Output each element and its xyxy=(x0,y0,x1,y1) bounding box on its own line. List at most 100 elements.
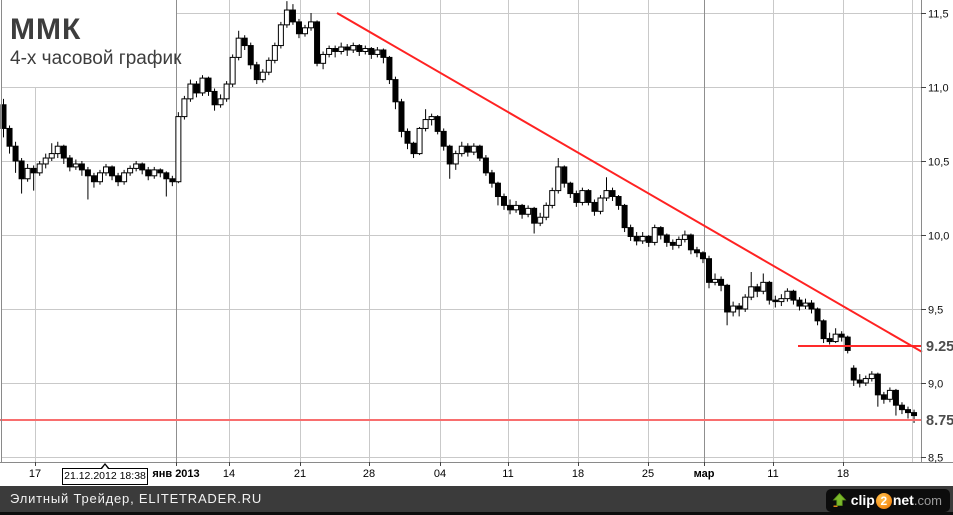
x-axis-label: 28 xyxy=(363,468,375,480)
candle xyxy=(452,150,459,170)
candle-body xyxy=(844,336,851,351)
candle xyxy=(398,98,405,138)
candle xyxy=(271,42,278,64)
candle-body xyxy=(555,166,562,192)
candle xyxy=(36,161,43,176)
candle-body xyxy=(115,175,122,183)
candle xyxy=(145,166,152,181)
candle xyxy=(597,195,604,215)
candle xyxy=(651,224,658,246)
price-level-label: 9.25 xyxy=(926,339,953,355)
candle xyxy=(609,187,616,201)
candle xyxy=(96,169,103,185)
candle-body xyxy=(440,130,447,147)
candle xyxy=(525,205,532,218)
candle-body xyxy=(259,71,266,81)
candle-body xyxy=(199,77,206,94)
candle-body xyxy=(48,153,55,159)
y-axis-label: 10,5 xyxy=(928,157,949,169)
candle xyxy=(844,335,851,354)
candle-body xyxy=(422,119,429,129)
candle-body xyxy=(18,160,25,180)
candle-body xyxy=(911,412,918,417)
candle-body xyxy=(374,49,381,55)
badge-text-clip: clip xyxy=(850,492,875,508)
candle xyxy=(404,128,411,150)
candle-body xyxy=(748,286,755,298)
candle xyxy=(850,365,857,386)
candle xyxy=(151,166,158,179)
candle xyxy=(748,272,755,301)
candle xyxy=(494,181,501,206)
candle xyxy=(856,374,863,388)
candle xyxy=(121,169,128,185)
candle-body xyxy=(302,27,308,35)
candle xyxy=(778,294,785,307)
y-axis-label: 9,0 xyxy=(928,379,943,391)
candle-body xyxy=(687,234,694,251)
candle-body xyxy=(645,235,652,243)
candle-body xyxy=(699,252,706,260)
candle xyxy=(543,202,550,221)
candle xyxy=(374,47,381,58)
candle xyxy=(193,81,200,98)
candle xyxy=(199,75,206,96)
candle-body xyxy=(796,299,803,307)
candle-body xyxy=(802,302,809,307)
candle xyxy=(380,48,387,64)
candle-body xyxy=(760,281,767,292)
candle-body xyxy=(295,21,302,35)
candle-body xyxy=(229,56,236,85)
candle-body xyxy=(36,163,43,174)
candle xyxy=(277,21,284,49)
candle xyxy=(60,144,67,164)
candle xyxy=(832,328,839,344)
cursor-date-label: 21.12.2012 18:38 xyxy=(64,470,146,482)
candle xyxy=(736,303,743,317)
candle xyxy=(283,1,290,28)
candle-body xyxy=(362,48,369,52)
candle-body xyxy=(241,37,248,47)
candle-body xyxy=(338,46,345,52)
candle-body xyxy=(157,169,164,174)
candle-body xyxy=(597,197,604,212)
candle-body xyxy=(615,196,622,206)
footer-bar: Элитный Трейдер, ELITETRADER.RU clip 2 n… xyxy=(0,486,953,515)
candle xyxy=(862,375,869,386)
footer-credit: Элитный Трейдер, ELITETRADER.RU xyxy=(10,491,263,506)
candle xyxy=(585,189,592,206)
candle-body xyxy=(657,227,664,236)
candle-body xyxy=(730,305,737,313)
candle-body xyxy=(344,46,351,51)
candle-body xyxy=(482,157,489,174)
candle-body xyxy=(187,83,194,100)
candle-body xyxy=(386,56,393,81)
candle xyxy=(886,387,893,403)
candle-body xyxy=(271,45,278,61)
candle-body xyxy=(790,290,797,301)
candle-body xyxy=(500,196,507,206)
candle-body xyxy=(561,166,568,184)
cursor-date-box: 21.12.2012 18:38 xyxy=(62,463,148,485)
candle xyxy=(295,18,302,39)
candle-body xyxy=(235,37,242,58)
candle xyxy=(724,283,731,326)
x-axis-label: 11 xyxy=(502,468,513,480)
candle xyxy=(344,44,351,56)
candle xyxy=(350,42,357,53)
candle-body xyxy=(507,204,514,211)
x-axis-label: мар xyxy=(694,468,715,480)
candle xyxy=(127,165,134,176)
y-axis-label: 8,5 xyxy=(928,453,943,465)
candle xyxy=(229,54,236,87)
y-axis-label: 9,5 xyxy=(928,305,943,317)
candle xyxy=(356,44,363,56)
candle xyxy=(139,162,146,175)
candle xyxy=(754,283,761,298)
candle xyxy=(693,246,700,258)
candle xyxy=(675,236,682,249)
candle-body xyxy=(766,281,773,301)
candle-body xyxy=(181,98,188,118)
candle xyxy=(657,226,664,240)
